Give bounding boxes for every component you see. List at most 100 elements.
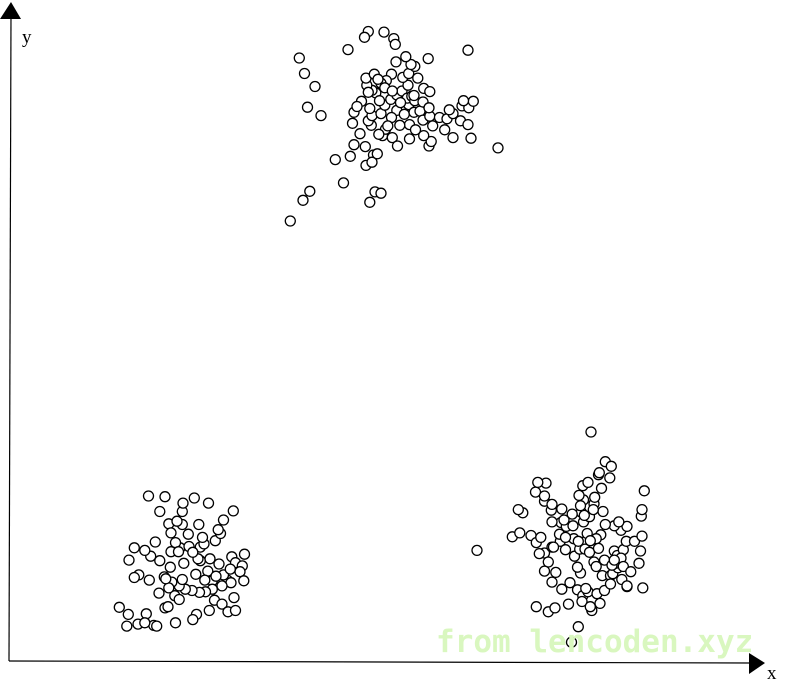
data-point (580, 582, 592, 595)
data-point (182, 528, 194, 540)
watermark-text: from lencoden.xyz (436, 624, 753, 660)
data-point (573, 489, 585, 502)
data-point (348, 139, 360, 151)
data-point (492, 142, 504, 154)
data-point (160, 573, 172, 585)
data-point (178, 557, 190, 569)
data-point (342, 43, 354, 56)
data-point (371, 148, 383, 160)
data-point (423, 102, 435, 114)
data-point (578, 509, 590, 522)
data-point (572, 621, 584, 633)
data-point (398, 108, 410, 120)
data-point (238, 548, 251, 560)
data-point (637, 582, 649, 594)
data-point (149, 536, 161, 548)
data-point (227, 505, 239, 517)
data-point (424, 85, 436, 98)
data-point (216, 598, 228, 610)
data-point (604, 578, 617, 590)
data-point (566, 508, 578, 520)
data-point (402, 79, 414, 91)
data-point (123, 554, 135, 566)
data-point (159, 491, 171, 503)
x-axis-arrow (749, 653, 765, 674)
data-point (565, 636, 578, 648)
data-point (532, 476, 544, 489)
data-point (559, 544, 572, 556)
series-cluster-3 (471, 426, 650, 648)
data-point (304, 185, 316, 197)
data-point (592, 542, 605, 555)
data-point (462, 118, 474, 131)
data-point (139, 544, 151, 557)
data-point (443, 104, 455, 116)
data-point (628, 535, 641, 547)
data-point (202, 497, 215, 509)
data-point (571, 561, 584, 573)
data-point (447, 131, 459, 144)
data-point (389, 38, 401, 51)
data-point (638, 485, 650, 497)
data-point (364, 196, 376, 208)
data-point (462, 44, 474, 56)
data-point (121, 620, 133, 632)
data-point (457, 95, 470, 107)
data-point (533, 547, 545, 560)
data-point (297, 194, 309, 206)
data-point (176, 573, 188, 586)
data-point (409, 124, 422, 136)
data-point (210, 570, 222, 582)
data-point (337, 177, 350, 189)
data-point (293, 52, 305, 64)
data-point (550, 566, 562, 579)
data-point (366, 156, 378, 168)
data-point (425, 135, 437, 148)
data-point (238, 575, 250, 587)
data-point (188, 492, 200, 504)
data-point (139, 617, 151, 629)
data-point (559, 531, 572, 544)
data-point (400, 51, 412, 63)
data-point (418, 129, 430, 142)
data-point (386, 85, 398, 97)
data-point (359, 140, 371, 153)
data-point (471, 544, 483, 557)
data-point (362, 86, 374, 98)
data-point (122, 608, 134, 621)
data-point (154, 505, 166, 518)
y-axis (8, 13, 12, 662)
data-point (597, 505, 609, 518)
data-point (634, 545, 647, 557)
data-point (113, 601, 125, 613)
data-point (153, 587, 165, 599)
x-axis (8, 660, 753, 664)
data-point (358, 31, 371, 43)
data-point (344, 150, 356, 162)
data-point (617, 560, 629, 573)
data-point (173, 593, 185, 606)
data-point (394, 96, 407, 109)
data-point (558, 514, 570, 526)
data-point (549, 602, 561, 614)
data-point (177, 497, 189, 509)
data-point (590, 560, 602, 573)
series-cluster-2 (113, 490, 251, 632)
data-point (354, 128, 366, 140)
data-point (564, 577, 576, 589)
data-point (405, 58, 417, 71)
data-point (128, 542, 140, 554)
data-point (329, 153, 341, 166)
data-point (593, 467, 605, 479)
data-point (587, 503, 599, 516)
data-point (364, 102, 376, 115)
data-point (187, 613, 199, 626)
data-point (386, 131, 398, 144)
data-point (538, 490, 551, 502)
data-point (574, 500, 587, 512)
data-point (535, 531, 547, 544)
data-point (538, 565, 551, 577)
data-point (595, 482, 608, 494)
data-point (556, 503, 568, 515)
data-point (567, 520, 579, 532)
